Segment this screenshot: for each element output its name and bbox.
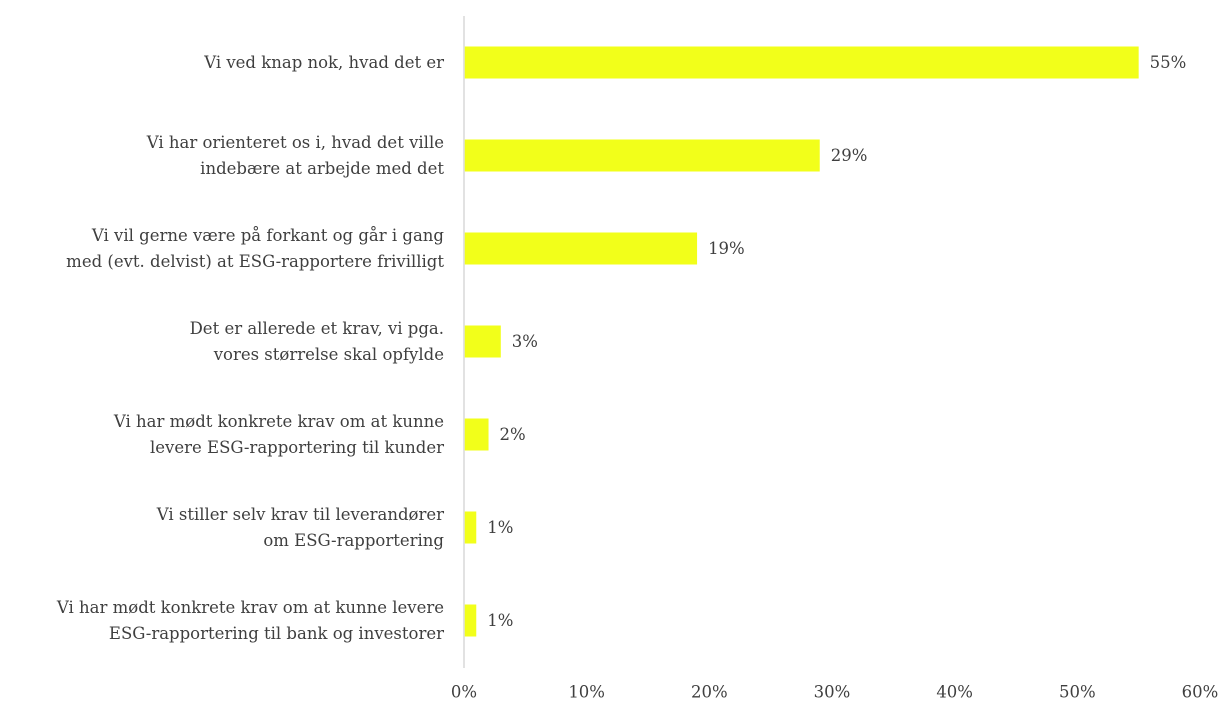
category-label-line: Vi vil gerne være på forkant og går i ga… [91,226,445,245]
bar [464,418,489,451]
value-label: 2% [500,425,526,444]
category-label: Vi ved knap nok, hvad det er [203,53,444,72]
category-label-line: Vi ved knap nok, hvad det er [203,53,444,72]
value-label: 1% [487,518,513,537]
value-label: 55% [1150,53,1187,72]
x-axis-ticks: 0% 10% 20% 30% 40% 50% 60% [451,683,1218,702]
category-label-line: Vi har mødt konkrete krav om at kunne [113,412,444,431]
bar [464,325,501,358]
x-tick-label: 40% [936,683,973,702]
bar [464,232,698,265]
value-label: 29% [831,146,868,165]
x-tick-label: 30% [814,683,851,702]
x-tick-label: 50% [1059,683,1096,702]
x-tick-label: 10% [568,683,605,702]
x-tick-label: 60% [1182,683,1219,702]
category-label-line: om ESG-rapportering [263,531,444,550]
category-label: Vi har mødt konkrete krav om at kunne le… [56,598,444,643]
x-tick-label: 20% [691,683,728,702]
category-label-line: Det er allerede et krav, vi pga. [190,319,444,338]
category-label: Vi har orienteret os i, hvad det ville in… [146,133,445,178]
category-label: Det er allerede et krav, vi pga. vores st… [190,319,444,364]
category-label-line: ESG-rapportering til bank og investorer [109,624,444,643]
value-label: 3% [512,332,538,351]
category-label-line: Vi har mødt konkrete krav om at kunne le… [56,598,444,617]
category-label: Vi vil gerne være på forkant og går i ga… [66,226,444,271]
category-label-line: Vi har orienteret os i, hvad det ville [146,133,444,152]
category-label: Vi stiller selv krav til leverandører om … [156,505,445,550]
category-label-line: Vi stiller selv krav til leverandører [156,505,444,524]
bar [464,604,477,637]
bar [464,511,477,544]
value-label: 1% [487,611,513,630]
category-label-line: vores størrelse skal opfylde [213,345,444,364]
category-label-line: indebære at arbejde med det [200,159,444,178]
value-labels: 55% 29% 19% 3% 2% 1% 1% [487,53,1186,630]
value-label: 19% [708,239,745,258]
bar [464,46,1139,79]
bar [464,139,820,172]
x-tick-label: 0% [451,683,477,702]
category-label-line: levere ESG-rapportering til kunder [150,438,444,457]
category-labels: Vi ved knap nok, hvad det er Vi har orien… [56,53,445,643]
category-label: Vi har mødt konkrete krav om at kunne lev… [113,412,444,457]
bars-layer [464,46,1139,637]
category-label-line: med (evt. delvist) at ESG-rapportere fri… [66,252,444,271]
